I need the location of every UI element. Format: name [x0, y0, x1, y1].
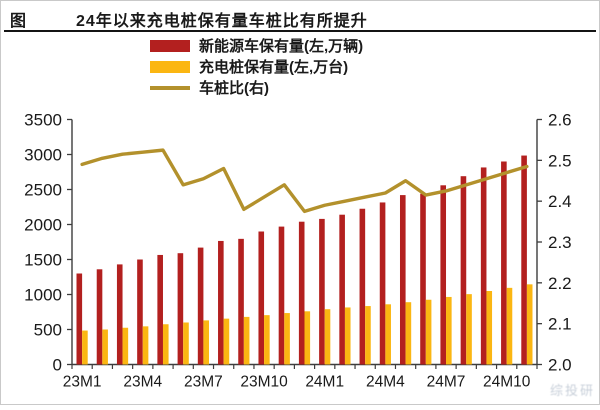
y-axis-left-label: 1500: [24, 251, 62, 270]
bar-nev: [359, 208, 366, 365]
bar-piles: [243, 316, 250, 365]
legend-label-ratio: 车桩比(右): [199, 80, 269, 97]
y-axis-left-label: 2500: [24, 181, 62, 200]
x-axis-label: 23M4: [123, 374, 162, 391]
y-axis-left-label: 1000: [24, 286, 62, 305]
bar-piles: [446, 296, 452, 365]
bar-nev: [460, 176, 467, 365]
y-axis-right-label: 2.6: [548, 111, 572, 130]
figure-label: 图: [10, 13, 27, 30]
y-axis-right-label: 2.0: [548, 356, 572, 375]
y-axis-right-label: 2.4: [548, 192, 572, 211]
ratio-line: [80, 148, 529, 214]
bar-nev: [197, 247, 204, 365]
y-axis-left-label: 500: [34, 321, 62, 340]
bar-piles: [304, 311, 311, 365]
nev-bar-swatch-icon: [150, 39, 190, 52]
bar-piles: [466, 294, 472, 365]
bar-piles: [385, 304, 391, 365]
bar-piles: [344, 307, 351, 365]
bar-piles: [324, 309, 331, 365]
x-axis-label: 24M7: [427, 374, 466, 391]
bar-piles: [102, 329, 108, 365]
y-axis-right-label: 2.5: [548, 151, 572, 170]
y-axis-left-label: 2000: [24, 216, 62, 235]
bar-nev: [480, 167, 487, 365]
bar-nev: [501, 161, 507, 365]
bar-nev: [238, 238, 244, 365]
chart-legend: 新能源车保有量(左,万辆) 充电桩保有量(左,万台) 车桩比(右): [150, 37, 364, 97]
bar-nev: [298, 221, 305, 365]
x-axis-label: 23M10: [240, 374, 288, 391]
y-axis-right-label: 2.1: [548, 315, 572, 334]
bar-nev: [379, 202, 386, 365]
bar-nev: [177, 253, 184, 365]
bar-piles: [526, 284, 533, 365]
y-axis-left-label: 3000: [24, 146, 62, 165]
bar-piles: [506, 287, 513, 365]
legend-item-ratio: 车桩比(右): [150, 79, 363, 97]
bar-nev: [96, 269, 103, 365]
bar-nev: [258, 231, 265, 365]
bar-nev: [76, 273, 83, 365]
bar-piles: [183, 322, 189, 365]
ratio-line-swatch-icon: [150, 85, 190, 90]
bar-piles: [264, 315, 270, 365]
bar-piles: [162, 324, 169, 365]
x-axis-label: 24M1: [305, 374, 344, 391]
legend-label-piles: 充电桩保有量(左,万台): [199, 59, 349, 76]
y-axis-right-label: 2.3: [548, 233, 572, 252]
x-axis-label: 24M10: [483, 374, 531, 391]
bar-piles: [122, 327, 129, 365]
x-axis-label: 24M4: [366, 374, 405, 391]
bar-piles: [486, 291, 493, 365]
bar-nev: [137, 259, 143, 365]
bar-piles: [223, 318, 230, 365]
bar-nev: [157, 254, 163, 365]
bar-nev: [440, 185, 447, 365]
piles-bar-swatch-icon: [150, 60, 190, 73]
legend-item-piles: 充电桩保有量(左,万台): [150, 58, 363, 76]
bar-nev: [420, 193, 426, 365]
bar-nev: [319, 218, 325, 365]
legend-label-nev: 新能源车保有量(左,万辆): [199, 38, 364, 55]
bar-piles: [82, 330, 88, 365]
y-axis-left-label: 0: [53, 356, 62, 375]
bar-piles: [203, 320, 210, 365]
bar-piles: [142, 326, 149, 365]
bar-nev: [116, 264, 123, 365]
x-axis-label: 23M1: [63, 374, 102, 391]
y-axis-left-label: 3500: [24, 111, 62, 130]
x-axis-label: 23M7: [184, 374, 223, 391]
y-axis-right-label: 2.2: [548, 274, 572, 293]
bar-nev: [399, 195, 406, 365]
legend-item-nev: 新能源车保有量(左,万辆): [150, 37, 364, 55]
bar-nev: [521, 155, 527, 365]
bar-nev: [278, 226, 285, 365]
bar-piles: [425, 299, 432, 365]
page-title: 24年以来充电桩保有量车桩比有所提升: [76, 13, 368, 30]
title-divider: [4, 30, 596, 32]
bar-nev: [218, 240, 224, 365]
bar-piles: [405, 302, 412, 365]
bar-piles: [365, 306, 371, 365]
watermark: 综投研: [549, 383, 595, 398]
bar-piles: [284, 313, 290, 365]
bar-nev: [339, 214, 345, 365]
